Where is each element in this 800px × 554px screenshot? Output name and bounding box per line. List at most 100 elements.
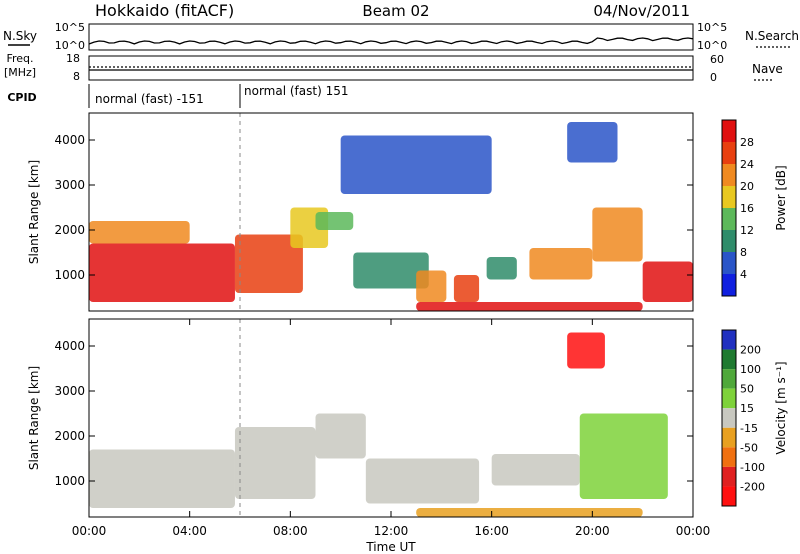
- power-colorbar-tick: 4: [740, 268, 747, 281]
- power-ytick-label: 3000: [54, 178, 85, 192]
- velocity-panel: 1000 2000 3000 4000 Slant Range [km] 00:00 0…: [27, 318, 711, 554]
- power-region: [416, 302, 643, 311]
- power-region: [529, 248, 593, 280]
- power-region: [315, 212, 354, 230]
- noise-strip: N.Sky 10^5 10^0 N.Search 10^5 10^0: [3, 21, 799, 52]
- xtick-label: 12:00: [374, 524, 409, 538]
- power-colorbar-swatch: [722, 142, 736, 164]
- velocity-region: [416, 508, 643, 517]
- nsky-trace: [88, 37, 694, 45]
- power-colorbar-swatch: [722, 120, 736, 142]
- power-region: [416, 270, 447, 302]
- velocity-colorbar-tick: -100: [740, 461, 765, 474]
- xtick-label: 08:00: [273, 524, 308, 538]
- cpid-segment-1: normal (fast) -151: [95, 92, 204, 106]
- velocity-colorbar-tick: 200: [740, 344, 761, 357]
- nsky-label: N.Sky: [3, 29, 37, 43]
- velocity-region: [579, 413, 668, 499]
- nsearch-label: N.Search: [745, 29, 799, 43]
- power-region: [89, 243, 235, 302]
- velocity-colorbar-swatch: [722, 388, 736, 409]
- velocity-colorbar-tick: 50: [740, 383, 754, 396]
- velocity-region: [315, 413, 366, 459]
- beam-label: Beam 02: [362, 2, 429, 20]
- velocity-ytick-label: 1000: [54, 474, 85, 488]
- velocity-colorbar: 200 100 50 15 -15 -50 -100 -200: [721, 329, 765, 507]
- velocity-ytick-label: 3000: [54, 384, 85, 398]
- velocity-region: [567, 332, 605, 369]
- xtick-label: 00:00: [676, 524, 711, 538]
- power-ytick-label: 4000: [54, 133, 85, 147]
- power-colorbar-tick: 24: [740, 158, 754, 171]
- velocity-colorbar-tick: -50: [740, 441, 758, 454]
- xtick-label: 20:00: [575, 524, 610, 538]
- velocity-ytick-label: 4000: [54, 339, 85, 353]
- velocity-colorbar-swatch: [722, 408, 736, 428]
- freq-tick-low: 8: [73, 70, 80, 83]
- power-region: [592, 207, 643, 262]
- velocity-region: [491, 454, 580, 486]
- power-region: [567, 122, 618, 163]
- power-colorbar-swatch: [722, 164, 736, 186]
- power-region: [353, 252, 429, 289]
- power-colorbar-tick: 16: [740, 202, 754, 215]
- power-colorbar-swatch: [722, 252, 736, 274]
- velocity-colorbar-swatch: [722, 427, 736, 448]
- velocity-colorbar-tick: -15: [740, 422, 758, 435]
- power-region: [642, 261, 693, 302]
- xtick-label: 04:00: [172, 524, 207, 538]
- power-ytick-label: 2000: [54, 223, 85, 237]
- velocity-region: [89, 449, 235, 508]
- nsky-tick-low: 10^0: [55, 39, 85, 52]
- velocity-colorbar-frame: [721, 329, 737, 507]
- nsky-tick-high: 10^5: [55, 21, 85, 34]
- velocity-colorbar-tick: -200: [740, 480, 765, 493]
- velocity-colorbar-swatch: [722, 486, 736, 506]
- plot-title: Hokkaido (fitACF): [95, 1, 234, 20]
- nave-label: Nave: [752, 62, 783, 76]
- power-ylabel: Slant Range [km]: [27, 160, 41, 264]
- velocity-colorbar-tick: 100: [740, 363, 761, 376]
- velocity-colorbar-tick: 15: [740, 402, 754, 415]
- freq-strip: Freq. [MHz] 18 8 Nave 60 0: [4, 52, 783, 84]
- power-colorbar-label: Power [dB]: [774, 165, 788, 230]
- cpid-label: CPID: [7, 91, 36, 104]
- nave-tick-high: 60: [710, 53, 724, 66]
- power-colorbar-tick: 28: [740, 136, 754, 149]
- power-region: [453, 275, 480, 302]
- power-colorbar-tick: 8: [740, 246, 747, 259]
- velocity-region: [365, 458, 480, 504]
- velocity-colorbar-swatch: [722, 349, 736, 370]
- velocity-colorbar-swatch: [722, 330, 736, 350]
- power-colorbar-swatch: [722, 208, 736, 230]
- nsearch-tick-low: 10^0: [697, 39, 727, 52]
- power-colorbar-swatch: [722, 274, 736, 296]
- velocity-colorbar-swatch: [722, 447, 736, 467]
- velocity-colorbar-label: Velocity [m s⁻¹]: [774, 361, 788, 454]
- xtick-label: 00:00: [72, 524, 107, 538]
- power-colorbar: 4 8 12 16 20 24 28: [721, 119, 754, 297]
- nave-tick-low: 0: [710, 71, 717, 84]
- cpid-segment-2: normal (fast) 151: [244, 84, 348, 98]
- freq-unit: [MHz]: [4, 66, 36, 79]
- velocity-colorbar-swatch: [722, 369, 736, 389]
- power-region: [340, 135, 492, 194]
- cpid-strip: CPID normal (fast) -151 normal (fast) 15…: [7, 84, 348, 108]
- velocity-region: [234, 427, 316, 499]
- date-label: 04/Nov/2011: [593, 2, 690, 20]
- power-region: [486, 257, 517, 280]
- velocity-colorbar-swatch: [722, 466, 736, 487]
- x-axis-label: Time UT: [365, 540, 416, 554]
- power-region: [234, 234, 303, 293]
- power-colorbar-frame: [721, 119, 737, 297]
- power-panel: 1000 2000 3000 4000 Slant Range [km]: [27, 112, 694, 312]
- nsearch-tick-high: 10^5: [697, 21, 727, 34]
- freq-tick-high: 18: [66, 52, 80, 65]
- power-colorbar-swatch: [722, 230, 736, 252]
- power-region: [89, 221, 190, 244]
- power-ytick-label: 1000: [54, 268, 85, 282]
- velocity-ylabel: Slant Range [km]: [27, 366, 41, 470]
- xtick-label: 16:00: [474, 524, 509, 538]
- power-colorbar-tick: 12: [740, 224, 754, 237]
